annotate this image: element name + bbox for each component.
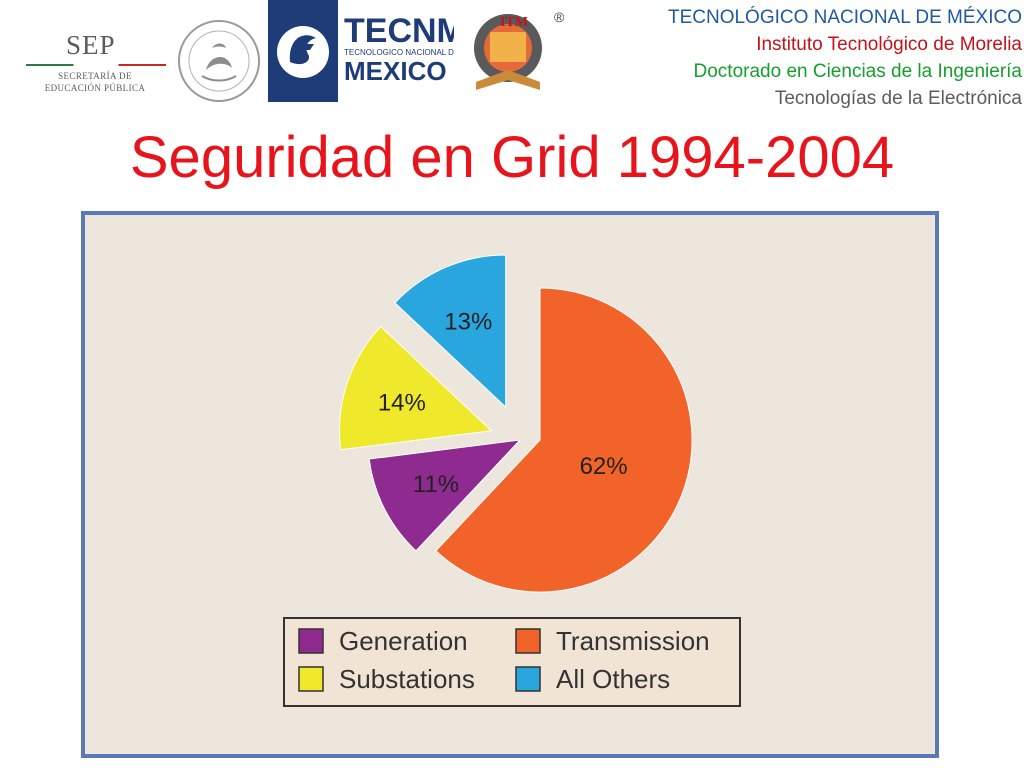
header: SEP SECRETARÍA DE EDUCACIÓN PÚBLICA TECN… — [0, 0, 1024, 118]
legend-label-all-others: All Others — [556, 664, 670, 694]
tecnm-logo-name: TECNM — [344, 12, 454, 50]
legend-swatch-all-others — [515, 666, 541, 692]
sep-logo-title: SEP — [66, 30, 116, 60]
sep-logo-subtitle-line1: SECRETARÍA DE — [58, 71, 132, 81]
pie-label-substations: 14% — [378, 390, 426, 417]
legend-swatch-generation — [298, 628, 324, 654]
tecnm-logo-country: MEXICO — [344, 56, 447, 86]
sep-logo-subtitle: SECRETARÍA DE EDUCACIÓN PÚBLICA — [20, 70, 170, 94]
pie-slice-all-others — [394, 254, 507, 409]
national-seal-icon — [178, 20, 260, 102]
pie-chart: 62% 11% 14% 13% Generation Transmission Substa… — [283, 254, 741, 707]
legend-swatch-substations — [298, 666, 324, 692]
svg-text:ITM: ITM — [500, 15, 528, 30]
legend-label-transmission: Transmission — [556, 626, 710, 656]
institution-line-1: TECNOLÓGICO NACIONAL DE MÉXICO — [667, 7, 1022, 28]
institution-line-3: Doctorado en Ciencias de la Ingeniería — [693, 61, 1022, 82]
pie-label-generation: 11% — [413, 471, 459, 498]
legend-swatch-transmission — [515, 628, 541, 654]
itm-logo-registered: ® — [554, 9, 565, 25]
institution-lines: TECNOLÓGICO NACIONAL DE MÉXICO Instituto… — [668, 4, 1022, 112]
tecnm-logo-sub: TECNOLOGICO NACIONAL DE — [344, 48, 454, 57]
legend-box — [283, 617, 741, 707]
sep-logo-subtitle-line2: EDUCACIÓN PÚBLICA — [44, 83, 146, 93]
sep-logo: SEP SECRETARÍA DE EDUCACIÓN PÚBLICA — [20, 18, 170, 98]
legend-label-substations: Substations — [339, 664, 475, 694]
pie-label-transmission: 62% — [580, 453, 628, 480]
itm-logo: ITM ® — [474, 9, 565, 90]
pie-slice-transmission — [435, 287, 693, 593]
pie-slice-substations — [338, 325, 493, 451]
slide-title: Seguridad en Grid 1994-2004 — [129, 125, 895, 190]
institution-line-4: Tecnologías de la Electrónica — [774, 88, 1022, 109]
pie-slice-generation — [368, 439, 522, 552]
pie-label-all-others: 13% — [444, 308, 492, 335]
tecnm-logo: TECNM TECNOLOGICO NACIONAL DE MEXICO — [268, 0, 454, 102]
sep-logo-rule — [26, 64, 166, 66]
chart-legend: Generation Transmission Substations All Oth… — [283, 617, 741, 707]
chart-frame: 62% 11% 14% 13% Generation Transmission Substa… — [81, 211, 939, 758]
institution-line-2: Instituto Tecnológico de Morelia — [756, 34, 1022, 55]
legend-label-generation: Generation — [339, 626, 468, 656]
